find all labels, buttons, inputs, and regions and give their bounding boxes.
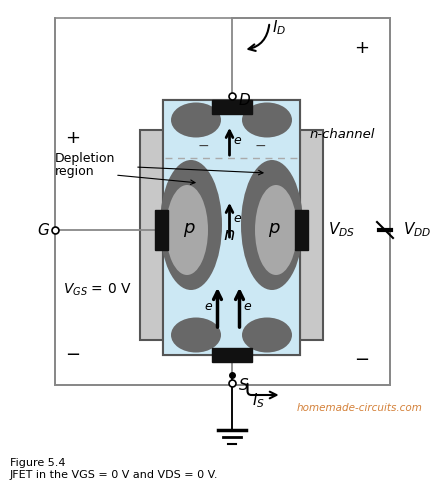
Text: $G$: $G$ (37, 222, 50, 238)
Ellipse shape (242, 102, 292, 137)
Text: JFET in the VGS = 0 V and VDS = 0 V.: JFET in the VGS = 0 V and VDS = 0 V. (10, 470, 218, 480)
Ellipse shape (255, 185, 297, 275)
Bar (295, 210, 308, 250)
Bar (140, 130, 323, 340)
Ellipse shape (241, 160, 303, 290)
Bar (155, 210, 168, 250)
Text: n-channel: n-channel (310, 129, 375, 142)
Text: $V_{GS}$ = 0 V: $V_{GS}$ = 0 V (63, 282, 132, 298)
Text: homemade-circuits.com: homemade-circuits.com (296, 403, 422, 413)
Bar (211, 100, 252, 114)
Ellipse shape (242, 318, 292, 353)
Bar (163, 100, 300, 355)
Ellipse shape (166, 185, 208, 275)
Text: $p$: $p$ (183, 221, 195, 239)
Text: $e$: $e$ (204, 300, 214, 314)
Text: $-$: $-$ (254, 138, 266, 152)
Ellipse shape (171, 102, 221, 137)
Text: $n$: $n$ (223, 226, 235, 244)
Text: −: − (354, 351, 370, 369)
Text: +: + (65, 129, 81, 147)
Text: Depletion: Depletion (55, 152, 116, 165)
Text: −: − (65, 346, 81, 364)
Text: +: + (354, 39, 369, 57)
Text: $V_{DS}$: $V_{DS}$ (328, 221, 355, 239)
Text: $e$: $e$ (232, 211, 242, 225)
Ellipse shape (171, 318, 221, 353)
Text: $e$: $e$ (232, 133, 242, 147)
Ellipse shape (160, 160, 222, 290)
Text: $D$: $D$ (238, 92, 251, 108)
Text: $-$: $-$ (197, 138, 209, 152)
Bar (55, 18, 390, 385)
Text: $I_D$: $I_D$ (272, 19, 286, 37)
Text: $e$: $e$ (242, 300, 252, 314)
Bar (211, 348, 252, 362)
Bar (163, 100, 300, 355)
Text: $S$: $S$ (238, 377, 249, 393)
Text: region: region (55, 165, 95, 178)
Text: $p$: $p$ (268, 221, 280, 239)
Text: Figure 5.4: Figure 5.4 (10, 458, 65, 468)
Text: $I_S$: $I_S$ (252, 392, 264, 411)
Text: $V_{DD}$: $V_{DD}$ (403, 221, 431, 239)
